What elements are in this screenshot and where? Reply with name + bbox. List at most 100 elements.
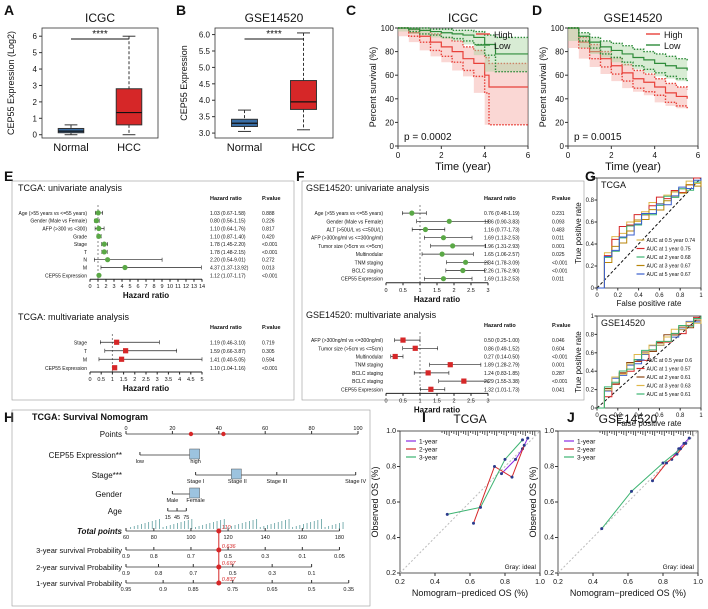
E1-hr-text: 1.03 (0.67-1.58) — [210, 211, 246, 217]
I-cal-point — [522, 443, 526, 447]
E1-pvalue: <0.001 — [262, 242, 278, 248]
H-row-label: 1-year survival Probability — [36, 579, 122, 588]
J-cal-point — [684, 441, 688, 445]
C-ytick-label: 60 — [385, 71, 394, 80]
F2-xtick-label: 2.5 — [467, 398, 475, 404]
E1-row-label: N — [83, 258, 87, 264]
I-legend-label: 3-year — [419, 455, 438, 462]
E2-hr-text: 1.41 (0.40-5.05) — [210, 357, 246, 363]
E1-hr-text: 0.80 (0.56-1.15) — [210, 219, 246, 225]
F2-row-label: Tumor size (>5cm vs <=5cm) — [318, 346, 383, 352]
E1-hr-text: 1.10 (0.87-1.40) — [210, 234, 246, 240]
E2-pvalue: 0.594 — [262, 357, 275, 363]
H-marker-label: 0.636 — [222, 544, 237, 550]
H-row-label: Total points — [77, 527, 123, 536]
panel-label-a: A — [4, 2, 15, 18]
F1-pvalue: <0.001 — [552, 260, 568, 266]
G2-diagonal — [596, 315, 702, 409]
F1-pvalue: 0.011 — [552, 236, 564, 242]
G2-legend-label: AUC at 3 year 0.63 — [647, 384, 691, 390]
G2-xlabel: False positive rate — [617, 419, 682, 428]
G1-ytick-label: 0.8 — [586, 198, 595, 204]
F2-col-header-p: P.value — [552, 323, 571, 329]
F1-row-label: Multinodular — [356, 252, 384, 258]
J-ytick-label: 0.8 — [544, 464, 554, 471]
G1-ytick-label: 0.4 — [586, 242, 595, 248]
F1-xtick-label: 1 — [418, 288, 421, 294]
H-row-label: Age — [108, 507, 123, 516]
J-cal-line-3-year — [601, 448, 681, 529]
G2-xtick-label: 0.8 — [676, 413, 685, 419]
H-tick-label: Stage IV — [345, 479, 366, 485]
F2-pvalue: <0.001 — [552, 379, 568, 385]
H-tick-label: 0.1 — [308, 571, 316, 577]
H-tick-label: 15 — [165, 515, 171, 521]
F2-hr-text: 1.32 (1.01-1.73) — [484, 387, 520, 393]
I-cal-point — [510, 475, 514, 479]
E1-xtick-label: 8 — [152, 284, 155, 290]
G1-legend-label: AUC at 0.5 year 0.74 — [647, 238, 696, 244]
D-title: GSE14520 — [604, 11, 663, 25]
D-ylabel: Percent survival (%) — [538, 47, 548, 128]
H-marker-label: 0.697 — [222, 561, 237, 567]
H-points-marker — [221, 431, 226, 437]
G2-ytick-label: 0.4 — [586, 369, 595, 375]
F1-hr-text: 1.96 (1.31-2.93) — [484, 244, 520, 250]
E1-hr-marker — [96, 233, 102, 239]
J-legend-label: 3-year — [577, 455, 596, 462]
F2-xtick-label: 2 — [452, 398, 455, 404]
E2-xtick-label: 0 — [88, 377, 91, 383]
F2-hr-text: 0.27 (0.14-0.50) — [484, 355, 520, 361]
A-title: ICGC — [85, 11, 115, 25]
D-xtick-label: 0 — [566, 151, 571, 160]
H-tick-label: Male — [166, 498, 178, 504]
F1-xtick-label: 0 — [384, 288, 387, 294]
F1-xtick-label: 2 — [452, 288, 455, 294]
J-ytick-label: 0.4 — [544, 535, 554, 542]
E1-col-header-p: P.value — [262, 196, 281, 202]
D-ytick-label: 0 — [560, 142, 565, 151]
J-cal-line-1-year — [671, 437, 690, 460]
H-row-label: 3-year survival Probability — [36, 546, 122, 555]
E1-xtick-label: 6 — [136, 284, 139, 290]
D-xtick-label: 6 — [696, 151, 701, 160]
F2-hr-marker — [428, 386, 434, 392]
G1-legend-label: AUC at 2 year 0.68 — [647, 255, 691, 261]
E1-xtick-label: 9 — [160, 284, 163, 290]
G2-ylabel: True positive rate — [574, 331, 583, 393]
F1-row-label: BCLC staging — [352, 269, 383, 275]
I-xtick-label: 0.4 — [430, 579, 440, 586]
H-tick-label: 60 — [123, 535, 129, 541]
E1-hr-marker — [122, 264, 128, 271]
H-tick-label: 0.3 — [261, 554, 269, 560]
G2-legend-label: AUC at 0.5 year 0.6 — [647, 358, 693, 364]
E1-row-label: T — [84, 250, 87, 256]
C-xtick-label: 2 — [439, 151, 444, 160]
H-tick-label: 0.05 — [334, 554, 345, 560]
E1-hr-marker — [101, 241, 107, 247]
F1-hr-text: 1.86 (0.90-3.83) — [484, 219, 520, 225]
F1-title: GSE14520: univariate analysis — [306, 183, 430, 193]
I-cal-line-2-year — [473, 445, 525, 524]
F1-hr-text: 1.69 (1.13-2.53) — [484, 277, 520, 283]
H-row-label: CEP55 Expression** — [49, 451, 122, 460]
E1-row-label: Grade — [73, 234, 87, 240]
F2-row-label: BCLC staging — [352, 379, 383, 385]
D-ytick-label: 20 — [555, 118, 564, 127]
F2-row-label: BCLC staging — [352, 371, 383, 377]
I-title: TCGA — [453, 412, 486, 426]
E1-row-label: Gender (Male vs Female) — [30, 219, 87, 225]
E1-pvalue: 0.420 — [262, 234, 275, 240]
H-tick-label: 0.9 — [122, 554, 130, 560]
C-curve-low — [398, 27, 528, 55]
I-ytick-label: 1.0 — [386, 428, 396, 435]
E1-hr-marker — [101, 249, 107, 255]
H-marker-label: 110 — [222, 525, 232, 531]
F1-row-label: AFP (>300ng/ml vs <=300ng/ml) — [311, 236, 383, 242]
D-ytick-label: 40 — [555, 95, 564, 104]
E2-row-label: M — [83, 357, 87, 363]
C-xtick-label: 0 — [396, 151, 401, 160]
C-ytick-label: 80 — [385, 48, 394, 57]
H-tick-label: high — [190, 459, 200, 465]
G2-xtick-label: 0.2 — [614, 413, 623, 419]
